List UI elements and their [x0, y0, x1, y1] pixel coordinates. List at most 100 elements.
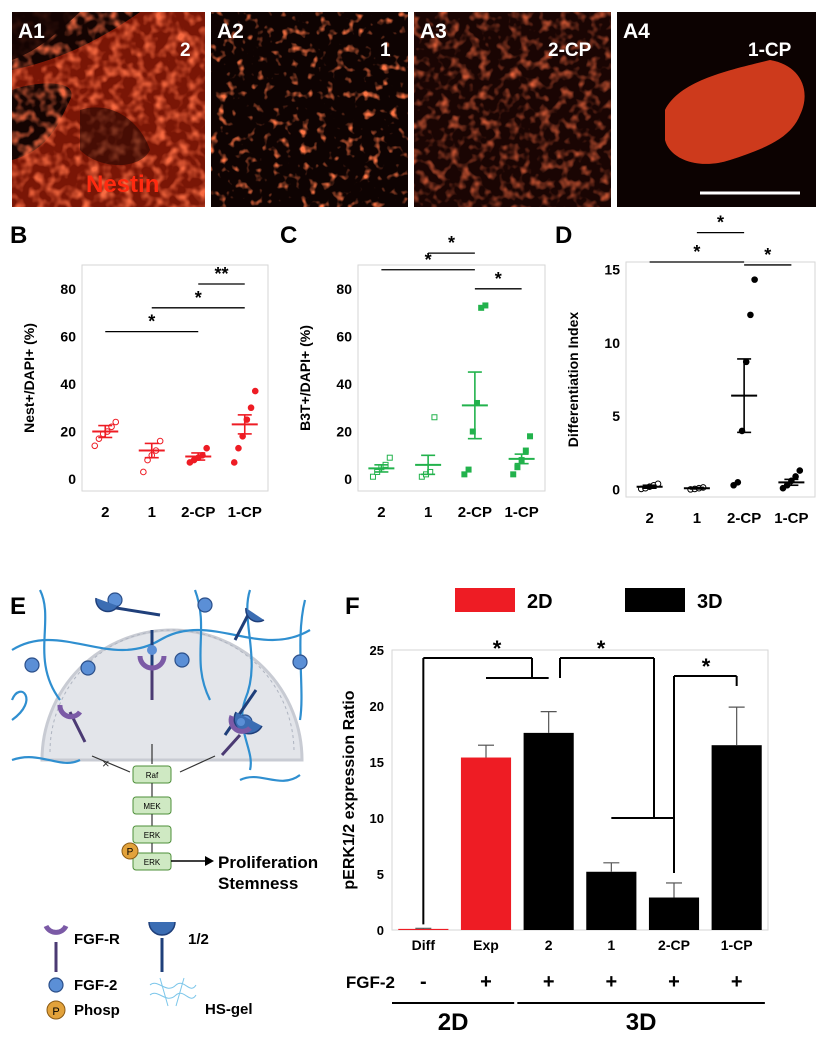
micrograph-a3: A3 2-CP — [414, 12, 611, 207]
micrograph-a2-label: A2 — [217, 20, 244, 43]
cell-body — [40, 628, 304, 762]
chart-f-significance: * — [702, 654, 711, 679]
chart-b-significance: * — [195, 288, 202, 308]
legend-fgf-receptor: FGF-R — [74, 931, 120, 948]
chart-f-bar — [711, 745, 762, 930]
chart-b-point — [247, 404, 255, 412]
chart-b-xtick: 2-CP — [181, 504, 215, 521]
panel-letter-c: C — [280, 222, 297, 249]
kinase-label-perk: ERK — [144, 858, 161, 867]
chart-b-point — [203, 444, 210, 452]
fgf2-molecules — [24, 592, 308, 730]
chart-c-point — [386, 454, 393, 461]
ligand-molecules — [95, 597, 265, 736]
chart-f-fgf-value: + — [731, 971, 743, 993]
chart-f-xtick: Exp — [473, 937, 499, 953]
chart-c-ytick: 80 — [336, 281, 352, 297]
chart-c-xtick: 1 — [424, 504, 432, 521]
chart-f-significance: * — [493, 636, 502, 661]
micrograph-a4-label: A4 — [623, 20, 650, 43]
chart-c-point — [482, 302, 489, 309]
panel-letter-b: B — [10, 222, 27, 249]
micrograph-row: A1 2 Nestin A2 1 A3 2-CP — [12, 12, 816, 207]
micrograph-a1-label: A1 — [18, 20, 45, 43]
hs-gel-icon — [149, 977, 197, 1007]
chart-b-point — [112, 418, 120, 426]
chart-b-point — [230, 459, 238, 466]
chart-c-point — [514, 464, 521, 471]
chart-f-xtick: 1-CP — [721, 937, 753, 953]
chart-c-frame — [357, 264, 546, 492]
chart-d-xtick: 1-CP — [774, 510, 808, 527]
legend-phosp: Phosp — [74, 1002, 120, 1019]
chart-f-frame — [391, 649, 769, 931]
ligand-icon — [148, 921, 176, 936]
chart-f-fgf-value: + — [543, 971, 555, 993]
chart-c-ytick: 20 — [336, 424, 352, 440]
chart-c-point — [510, 471, 517, 478]
chart-d-ytick: 10 — [604, 335, 620, 351]
legend-fgf2: FGF-2 — [74, 977, 117, 994]
chart-d-ytick: 0 — [612, 482, 620, 498]
chart-d-frame — [625, 261, 816, 498]
chart-f-ytick: 10 — [370, 811, 384, 826]
chart-d-point — [747, 311, 754, 319]
chart-f-group-label: 2D — [438, 1009, 469, 1036]
chart-f-significance: * — [597, 636, 606, 661]
chart-d-point — [734, 479, 742, 486]
chart-d-point — [796, 467, 804, 474]
outcome-arrowhead — [205, 856, 214, 866]
chart-f-legend-swatch — [455, 588, 515, 612]
chart-f-ytick: 15 — [370, 755, 384, 770]
chart-b-ytick: 20 — [60, 424, 76, 440]
chart-c-point — [431, 414, 438, 421]
chart-f-group-label: 3D — [626, 1009, 657, 1036]
chart-f-ytick: 0 — [377, 923, 384, 938]
pathway-diagram: E — [10, 589, 318, 1020]
chart-d-point — [792, 473, 799, 480]
chart-f-fgf-value: + — [480, 971, 492, 993]
legend-hs-gel: HS-gel — [205, 1001, 253, 1018]
chart-f-fgf-value: + — [668, 971, 680, 993]
micrograph-a1-condition: 2 — [180, 40, 191, 61]
chart-b-xtick: 1 — [148, 504, 156, 521]
micrograph-a2-condition: 1 — [380, 40, 391, 61]
chart-c: C B3T+/DAPI+ (%) 0 20 40 60 80 2 1 2-CP 1-CP * * * — [280, 222, 546, 521]
chart-f-xtick: 2-CP — [658, 937, 690, 953]
chart-d-significance: * — [693, 242, 700, 262]
micrograph-a4-condition: 1-CP — [748, 40, 792, 61]
panel-letter-d: D — [555, 222, 572, 249]
chart-f-ylabel: pERK1/2 expression Ratio — [341, 690, 358, 889]
micrograph-a2-cells — [211, 12, 408, 207]
legend-ligand: 1/2 — [188, 931, 209, 948]
outcome-stemness: Stemness — [218, 874, 298, 893]
chart-f-legend-swatch — [625, 588, 685, 612]
chart-f-xtick: Diff — [412, 937, 436, 953]
chart-f-fgf-value: + — [605, 971, 617, 993]
chart-f-ytick: 5 — [377, 867, 384, 882]
phospho-legend-mark: P — [52, 1006, 59, 1018]
chart-f-xtick: 2 — [545, 937, 553, 953]
chart-f-bar — [586, 871, 637, 930]
chart-c-point — [461, 471, 468, 478]
phospho-legend-icon — [46, 1000, 66, 1020]
chart-b-xtick: 1-CP — [228, 504, 262, 521]
chart-f-fgf-value: - — [420, 971, 427, 993]
micrograph-a4-cells — [665, 60, 805, 164]
signal-arrows — [91, 744, 216, 773]
chart-f-fgf-label: FGF-2 — [346, 973, 395, 992]
chart-c-significance: * — [425, 250, 432, 270]
cell-membrane-inner — [49, 629, 295, 753]
diagram-legend: FGF-R 1/2 FGF-2 HS-gel P Phosp — [43, 921, 253, 1020]
chart-b-frame — [81, 264, 269, 492]
chart-f-bar — [460, 757, 512, 930]
fgf-receptor-icon — [43, 924, 69, 935]
chart-c-point — [527, 433, 534, 440]
chart-d-ytick: 5 — [612, 408, 620, 424]
kinase-label-raf: Raf — [146, 771, 159, 780]
outcome-proliferation: Proliferation — [218, 853, 318, 872]
chart-b-point — [156, 437, 164, 445]
chart-f-bar — [398, 928, 449, 930]
chart-c-xtick: 2-CP — [458, 504, 492, 521]
